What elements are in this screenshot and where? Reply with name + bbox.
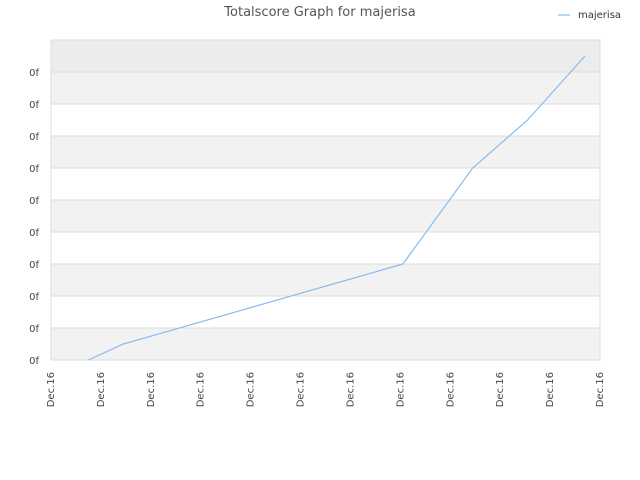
plot-band [51, 168, 600, 200]
x-tick-label: Dec.16 [345, 372, 356, 407]
y-axis: 0f 0f 0f 0f 0f 0f 0f 0f 0f 0f [29, 68, 39, 367]
y-tick-label: 0f [29, 164, 39, 175]
plot-band [51, 296, 600, 328]
y-tick-label: 0f [29, 196, 39, 207]
x-tick-label: Dec.16 [146, 372, 157, 407]
y-tick-label: 0f [29, 68, 39, 79]
x-tick-label: Dec.16 [196, 372, 207, 407]
plot-band [51, 264, 600, 296]
y-tick-label: 0f [29, 228, 39, 239]
x-tick-label: Dec.16 [246, 372, 257, 407]
y-tick-label: 0f [29, 260, 39, 271]
plot-band [51, 136, 600, 168]
x-tick-label: Dec.16 [296, 372, 307, 407]
x-tick-label: Dec.16 [96, 372, 107, 407]
plot-background [50, 39, 601, 361]
x-tick-label: Dec.16 [46, 372, 57, 407]
x-tick-label: Dec.16 [445, 372, 456, 407]
series-group [88, 55, 586, 361]
x-tick-label: Dec.16 [395, 372, 406, 407]
plot-band [51, 328, 600, 360]
plot-band [51, 200, 600, 232]
x-axis: Dec.16 Dec.16 Dec.16 Dec.16 Dec.16 Dec.16 Dec.… [46, 372, 606, 407]
y-tick-label: 0f [29, 292, 39, 303]
series-line-majerisa [88, 55, 586, 361]
plot-border [50, 39, 601, 361]
legend-label: majerisa [578, 10, 621, 21]
y-tick-label: 0f [29, 100, 39, 111]
plot-band [51, 104, 600, 136]
plot-band-top [51, 40, 600, 72]
plot-band [51, 72, 600, 104]
x-tick-label: Dec.16 [595, 372, 606, 407]
legend: majerisa [558, 10, 621, 21]
y-tick-label: 0f [29, 324, 39, 335]
chart-title: Totalscore Graph for majerisa [223, 5, 415, 20]
y-tick-label: 0f [29, 132, 39, 143]
plot-band [51, 232, 600, 264]
x-tick-label: Dec.16 [545, 372, 556, 407]
y-tick-label: 0f [29, 356, 39, 367]
x-tick-label: Dec.16 [495, 372, 506, 407]
